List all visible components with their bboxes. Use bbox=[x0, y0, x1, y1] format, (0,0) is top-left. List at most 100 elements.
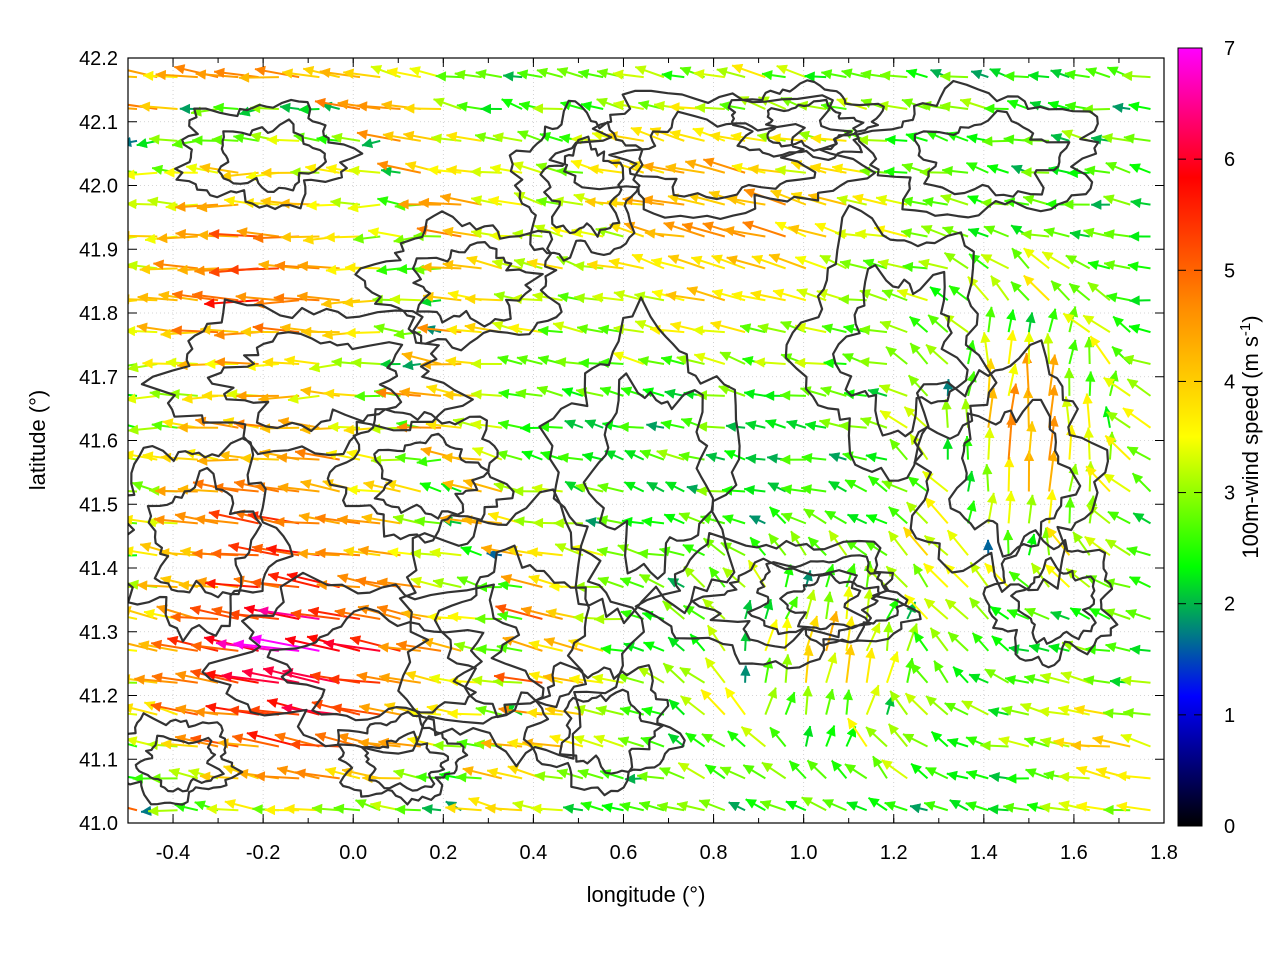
wind-vector-head bbox=[223, 196, 236, 207]
wind-vector-head bbox=[526, 707, 538, 719]
wind-vector-head bbox=[520, 606, 533, 617]
wind-vector-head bbox=[534, 771, 546, 782]
wind-vector-head bbox=[680, 695, 692, 707]
wind-vector-head bbox=[382, 131, 394, 142]
wind-vector-head bbox=[961, 700, 974, 711]
wind-vector-head bbox=[949, 799, 962, 810]
wind-vector-head bbox=[578, 358, 590, 369]
wind-vector-head bbox=[1087, 282, 1100, 293]
wind-vector-head bbox=[367, 227, 380, 238]
wind-vector-head bbox=[445, 356, 457, 367]
wind-vector-head bbox=[663, 513, 676, 524]
wind-vector-head bbox=[959, 98, 972, 108]
wind-vector-head bbox=[881, 289, 894, 300]
wind-vector-head bbox=[764, 419, 777, 429]
wind-vector-head bbox=[952, 666, 964, 678]
wind-vector-head bbox=[156, 232, 168, 244]
wind-vector-head bbox=[394, 452, 406, 464]
wind-vector-head bbox=[743, 388, 755, 400]
wind-vector-head bbox=[163, 167, 175, 178]
wind-vector-head bbox=[187, 768, 200, 779]
wind-vector-head bbox=[966, 133, 978, 144]
wind-vector-head bbox=[576, 324, 589, 335]
wind-vector-head bbox=[1048, 643, 1060, 654]
wind-vector-head bbox=[638, 574, 651, 584]
wind-vector-head bbox=[432, 97, 445, 108]
wind-vector-head bbox=[991, 635, 1003, 647]
wind-vector-head bbox=[189, 668, 202, 679]
wind-vector-head bbox=[331, 132, 343, 144]
wind-vector-head bbox=[378, 672, 390, 684]
colorbar-label: 100m-wind speed (m s-1) bbox=[1237, 315, 1263, 558]
wind-vector-head bbox=[494, 603, 507, 614]
wind-vector-head bbox=[480, 544, 493, 555]
wind-vector-head bbox=[1065, 255, 1078, 265]
terrain-contour bbox=[266, 606, 485, 722]
wind-vector-head bbox=[1106, 66, 1119, 77]
wind-vector-head bbox=[1064, 496, 1076, 508]
wind-vector-head bbox=[584, 419, 597, 430]
wind-vector-head bbox=[624, 450, 637, 460]
wind-vector-head bbox=[329, 197, 342, 208]
wind-vector-head bbox=[881, 759, 893, 771]
wind-vector-head bbox=[757, 323, 769, 334]
wind-vector-head bbox=[1111, 346, 1123, 358]
wind-vector-head bbox=[297, 260, 309, 272]
wind-vector-head bbox=[300, 386, 312, 397]
wind-vector-head bbox=[232, 639, 245, 650]
wind-vector-head bbox=[1104, 642, 1117, 653]
wind-vector-head bbox=[767, 687, 778, 699]
wind-vector-head bbox=[1084, 536, 1096, 547]
wind-vector-head bbox=[1091, 735, 1104, 746]
wind-vector-head bbox=[128, 325, 136, 337]
wind-vector-head bbox=[475, 644, 487, 655]
wind-vector-head bbox=[266, 134, 278, 146]
wind-vector-head bbox=[302, 65, 315, 77]
wind-vector-head bbox=[325, 163, 337, 175]
wind-vector-head bbox=[759, 800, 772, 810]
wind-vector-head bbox=[905, 692, 917, 705]
wind-vector-head bbox=[889, 438, 901, 451]
wind-vector-head bbox=[872, 755, 883, 768]
wind-vector-head bbox=[435, 71, 447, 82]
wind-vector-head bbox=[513, 257, 526, 268]
wind-vector-head bbox=[1132, 512, 1145, 523]
wind-vector-head bbox=[822, 358, 835, 369]
wind-vector-head bbox=[1126, 546, 1138, 557]
terrain-contour bbox=[1010, 556, 1097, 645]
wind-vector-head bbox=[128, 393, 137, 404]
wind-vector-head bbox=[160, 328, 172, 340]
wind-vector-head bbox=[1023, 275, 1035, 287]
wind-vector-head bbox=[146, 196, 159, 207]
wind-vector-head bbox=[665, 290, 677, 302]
wind-vector-head bbox=[646, 482, 659, 492]
wind-vector-head bbox=[989, 68, 1002, 78]
wind-vector-head bbox=[1120, 733, 1133, 744]
wind-vector-head bbox=[376, 604, 389, 615]
wind-vector-head bbox=[1006, 99, 1019, 110]
wind-vector-head bbox=[600, 644, 612, 655]
wind-vector-head bbox=[725, 421, 737, 432]
wind-vector bbox=[128, 712, 138, 716]
wind-vector-head bbox=[1043, 332, 1054, 344]
wind-vector-head bbox=[642, 641, 655, 652]
wind-vector-head bbox=[1047, 308, 1058, 320]
wind-vector-head bbox=[984, 427, 995, 439]
wind-vector-head bbox=[276, 765, 289, 776]
wind-vector-head bbox=[193, 707, 205, 718]
wind-vector-head bbox=[790, 530, 801, 543]
wind-vector-head bbox=[1010, 225, 1023, 236]
wind-vector-head bbox=[106, 582, 116, 592]
wind-vector-head bbox=[1067, 167, 1078, 179]
x-tick-label: -0.2 bbox=[246, 842, 280, 864]
wind-vector-head bbox=[642, 161, 654, 173]
wind-vector-head bbox=[723, 450, 736, 460]
wind-vector-head bbox=[986, 164, 999, 174]
wind-vector-head bbox=[137, 640, 150, 651]
wind-vector-head bbox=[155, 69, 167, 81]
wind-vector-head bbox=[747, 164, 759, 175]
wind-vector-head bbox=[979, 740, 991, 751]
wind-vector-head bbox=[199, 162, 211, 174]
wind-vector-head bbox=[174, 201, 186, 212]
x-tick-label: 1.0 bbox=[790, 842, 818, 864]
